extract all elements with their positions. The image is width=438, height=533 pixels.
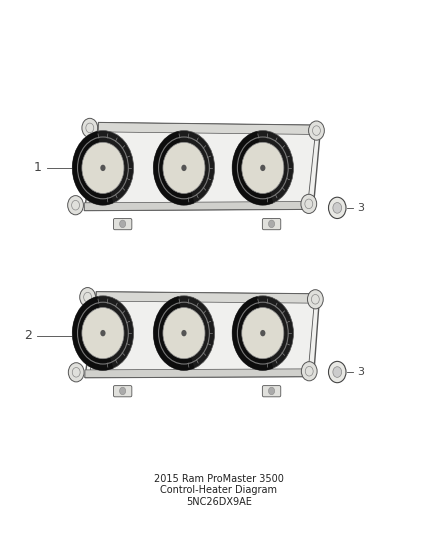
- Circle shape: [301, 361, 317, 381]
- Circle shape: [82, 142, 124, 193]
- Circle shape: [328, 197, 346, 219]
- Polygon shape: [84, 123, 321, 211]
- Circle shape: [242, 142, 284, 193]
- FancyBboxPatch shape: [113, 219, 132, 230]
- Polygon shape: [99, 123, 321, 134]
- Circle shape: [232, 131, 293, 205]
- Circle shape: [82, 118, 98, 138]
- Circle shape: [181, 165, 187, 171]
- Circle shape: [153, 296, 215, 370]
- Text: 3: 3: [357, 203, 364, 213]
- Circle shape: [68, 362, 84, 382]
- Circle shape: [181, 330, 187, 336]
- Text: 2015 Ram ProMaster 3500
Control-Heater Diagram
5NC26DX9AE: 2015 Ram ProMaster 3500 Control-Heater D…: [154, 474, 284, 507]
- Polygon shape: [96, 292, 320, 303]
- Circle shape: [333, 203, 342, 213]
- Circle shape: [82, 308, 124, 359]
- Wedge shape: [72, 296, 113, 370]
- Circle shape: [268, 220, 275, 228]
- Circle shape: [120, 220, 126, 228]
- Circle shape: [72, 296, 134, 370]
- Circle shape: [308, 121, 324, 140]
- Circle shape: [67, 196, 83, 215]
- Text: 2: 2: [24, 329, 32, 342]
- FancyBboxPatch shape: [262, 386, 281, 397]
- Wedge shape: [232, 296, 273, 370]
- Polygon shape: [85, 292, 320, 377]
- Circle shape: [100, 165, 106, 171]
- Circle shape: [333, 367, 342, 377]
- FancyBboxPatch shape: [262, 219, 281, 230]
- FancyBboxPatch shape: [113, 386, 132, 397]
- Circle shape: [153, 131, 215, 205]
- Wedge shape: [72, 131, 113, 205]
- Circle shape: [307, 290, 323, 309]
- Wedge shape: [153, 131, 194, 205]
- Circle shape: [80, 288, 95, 307]
- Circle shape: [232, 296, 293, 370]
- Circle shape: [268, 387, 275, 394]
- Circle shape: [301, 195, 317, 213]
- Circle shape: [163, 142, 205, 193]
- Wedge shape: [153, 296, 194, 370]
- Circle shape: [72, 131, 134, 205]
- Circle shape: [100, 330, 106, 336]
- Polygon shape: [85, 369, 314, 377]
- Circle shape: [260, 165, 265, 171]
- Circle shape: [328, 361, 346, 383]
- Circle shape: [242, 308, 284, 359]
- Circle shape: [120, 387, 126, 394]
- Wedge shape: [232, 131, 273, 205]
- Text: 3: 3: [357, 367, 364, 377]
- Text: 1: 1: [34, 161, 42, 174]
- Polygon shape: [84, 201, 313, 211]
- Circle shape: [260, 330, 265, 336]
- Circle shape: [163, 308, 205, 359]
